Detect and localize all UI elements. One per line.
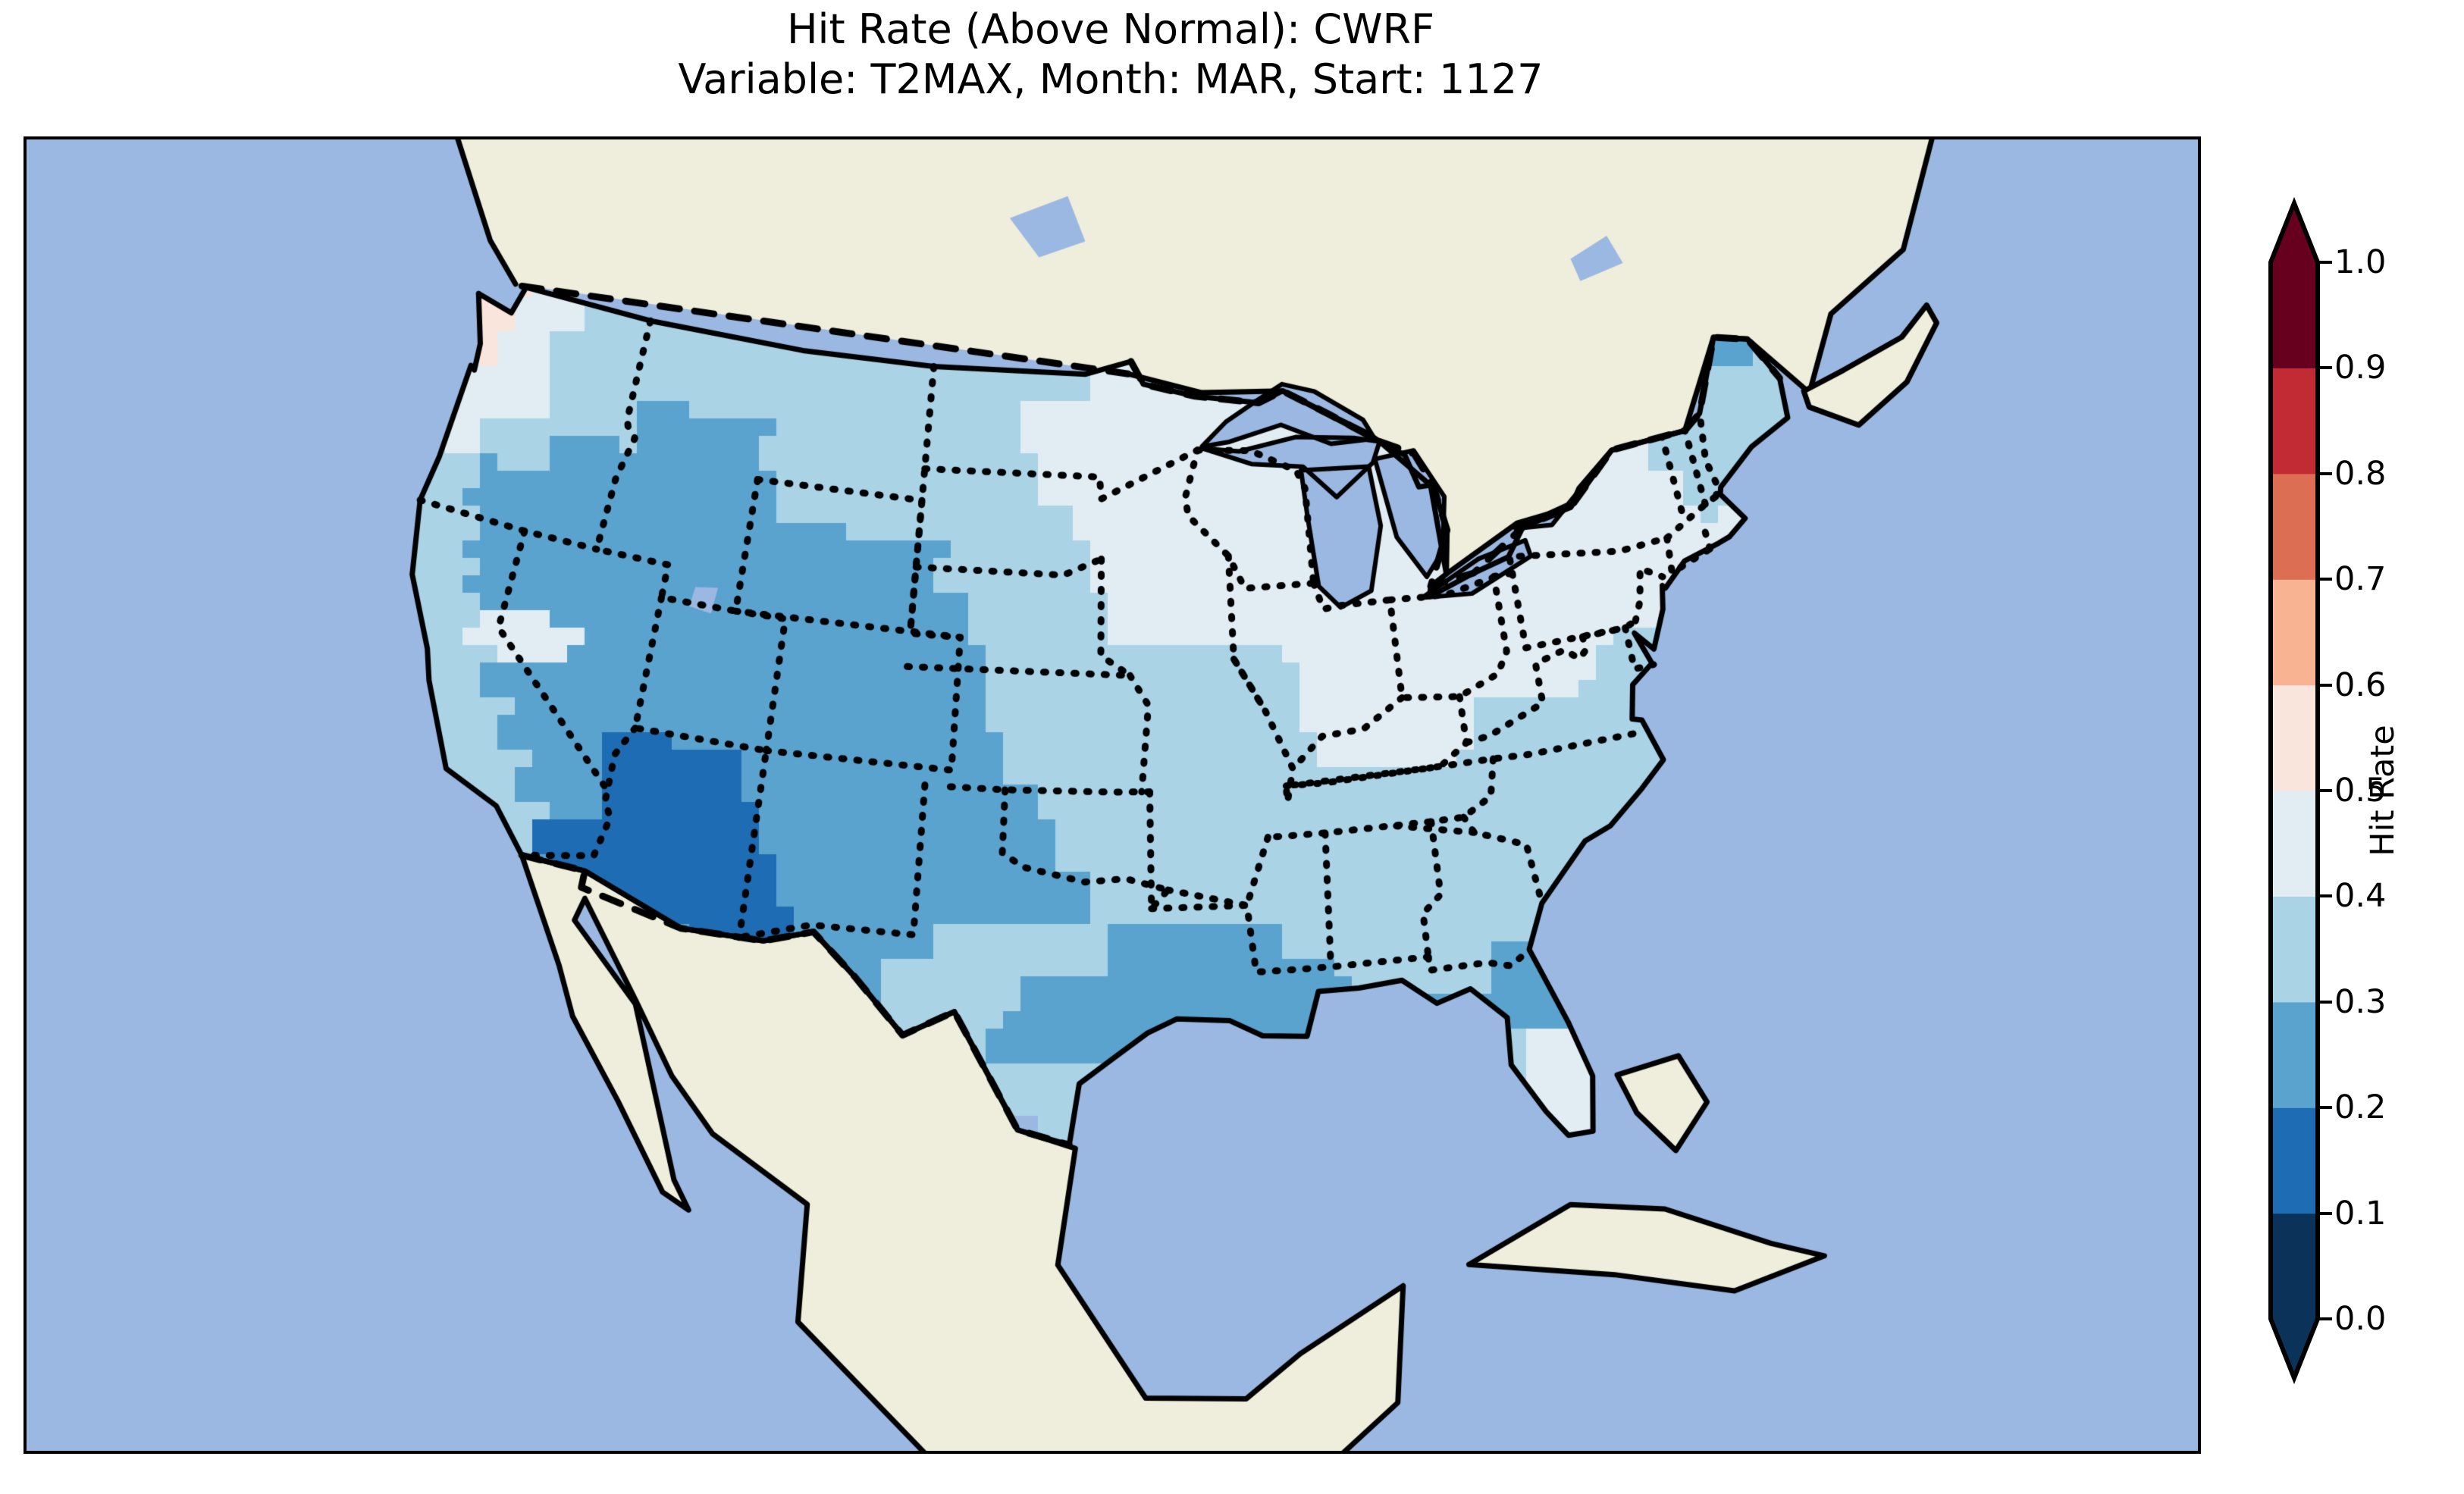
colorbar-tick-label: 0.0 (2334, 1300, 2387, 1338)
colorbar-tick-mark (2318, 1106, 2332, 1110)
title-line-1: Hit Rate (Above Normal): CWRF (786, 5, 1435, 53)
colorbar: 0.0 0.1 0.2 0.3 0.4 0.5 0.6 0.7 0.8 0.9 1.0 (2268, 196, 2386, 1385)
colorbar-tick-label: 0.7 (2334, 560, 2387, 599)
colorbar-tick-label: 1.0 (2334, 243, 2387, 281)
map-axes (24, 136, 2201, 1454)
colorbar-tick-label: 0.1 (2334, 1194, 2387, 1232)
colorbar-tick-mark (2318, 578, 2332, 581)
colorbar-tick-mark (2318, 261, 2332, 264)
colorbar-tick-label: 0.6 (2334, 666, 2387, 704)
colorbar-tick-mark (2318, 366, 2332, 370)
colorbar-tick-mark (2318, 894, 2332, 898)
colorbar-tick-label: 0.9 (2334, 349, 2387, 387)
page-title: Hit Rate (Above Normal): CWRF Variable: … (0, 5, 2221, 105)
colorbar-tick-label: 0.4 (2334, 877, 2387, 916)
colorbar-tick-label: 0.8 (2334, 454, 2387, 493)
colorbar-tick-mark (2318, 683, 2332, 687)
title-line-2: Variable: T2MAX, Month: MAR, Start: 1127 (678, 55, 1544, 103)
colorbar-tick-mark (2318, 471, 2332, 475)
colorbar-tick-mark (2318, 1317, 2332, 1320)
colorbar-title: Hit Rate (2364, 725, 2402, 857)
colorbar-tick-mark (2318, 1000, 2332, 1004)
colorbar-tick-label: 0.5 (2334, 772, 2387, 810)
hit-rate-heatmap (27, 139, 2198, 1451)
colorbar-gradient (2268, 196, 2320, 1385)
colorbar-tick-mark (2318, 1211, 2332, 1215)
colorbar-tick-label: 0.3 (2334, 982, 2387, 1021)
colorbar-tick-mark (2318, 789, 2332, 792)
colorbar-tick-label: 0.2 (2334, 1088, 2387, 1127)
